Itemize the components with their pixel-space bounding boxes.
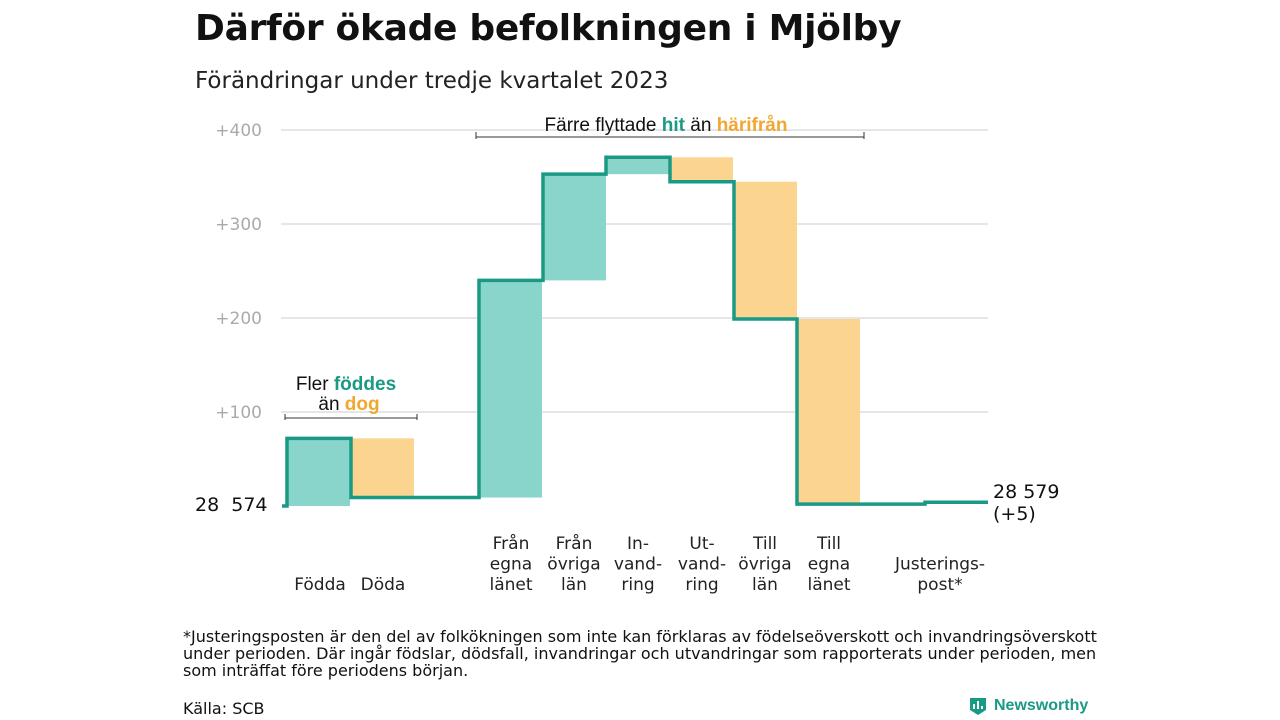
- y-tick-label: +400: [215, 121, 262, 141]
- y-tick-label: +300: [215, 215, 262, 235]
- waterfall-bar: [287, 438, 350, 506]
- annotation-births-bracket: [284, 414, 418, 420]
- source-note: Källa: SCB: [183, 699, 265, 718]
- waterfall-bar: [543, 174, 606, 281]
- category-label: Döda: [361, 575, 406, 595]
- waterfall-bar: [606, 157, 669, 175]
- category-label: Från: [556, 533, 593, 554]
- annotation-births-line2: än dog: [318, 394, 379, 415]
- annotation-migration: Färre flyttade hit än härifrån: [475, 115, 865, 139]
- category-label: vand-: [614, 555, 662, 575]
- category-label: Ut-: [689, 534, 714, 554]
- annotation-migration-text: Färre flyttade hit än härifrån: [545, 115, 788, 136]
- cumulative-step-line: [282, 155, 988, 508]
- category-label: In-: [627, 534, 649, 554]
- category-label: post*: [917, 575, 962, 595]
- category-label: län: [752, 575, 778, 595]
- category-label: län: [561, 575, 587, 595]
- annotation-births-deaths: Fler föddes än dog: [284, 374, 418, 420]
- category-label: egna: [808, 555, 850, 575]
- annotations: Fler föddes än dog Färre flyttade hit än…: [284, 115, 865, 420]
- step-line: [282, 155, 988, 508]
- end-value-label: 28 579: [993, 481, 1059, 503]
- waterfall-bar: [797, 318, 860, 505]
- waterfall-bar: [479, 280, 542, 498]
- category-label: Till: [816, 534, 841, 554]
- gridlines: [281, 129, 988, 413]
- category-label: övriga: [547, 555, 600, 575]
- annotation-migration-bracket: [475, 132, 865, 139]
- waterfall-bar: [351, 438, 414, 498]
- newsworthy-icon: [970, 698, 986, 715]
- category-label: Justerings-: [894, 555, 985, 575]
- annotation-births-line1: Fler föddes: [296, 374, 396, 395]
- end-value-label: (+5): [993, 503, 1036, 525]
- chart-title: Därför ökade befolkningen i Mjölby: [195, 8, 902, 49]
- brand-name: Newsworthy: [994, 697, 1089, 714]
- category-label: Från: [493, 533, 530, 554]
- category-label: länet: [489, 575, 532, 595]
- category-label: vand-: [678, 555, 726, 575]
- chart-subtitle: Förändringar under tredje kvartalet 2023: [195, 68, 669, 94]
- category-label: länet: [807, 575, 850, 595]
- brand-logo: Newsworthy: [968, 696, 1088, 716]
- category-label: övriga: [738, 555, 791, 575]
- y-tick-label: +200: [215, 309, 262, 329]
- category-label: ring: [685, 575, 718, 595]
- waterfall-bar: [670, 157, 733, 182]
- waterfall-bar: [734, 181, 797, 319]
- start-value-label: 28 574: [195, 494, 268, 516]
- y-tick-label: +100: [215, 403, 262, 423]
- category-label: Till: [752, 534, 777, 554]
- category-label: egna: [490, 555, 532, 575]
- bars: [287, 157, 860, 506]
- footnote: *Justeringsposten är den del av folkökni…: [183, 627, 1097, 680]
- category-label: Födda: [294, 575, 346, 595]
- category-label: ring: [621, 575, 654, 595]
